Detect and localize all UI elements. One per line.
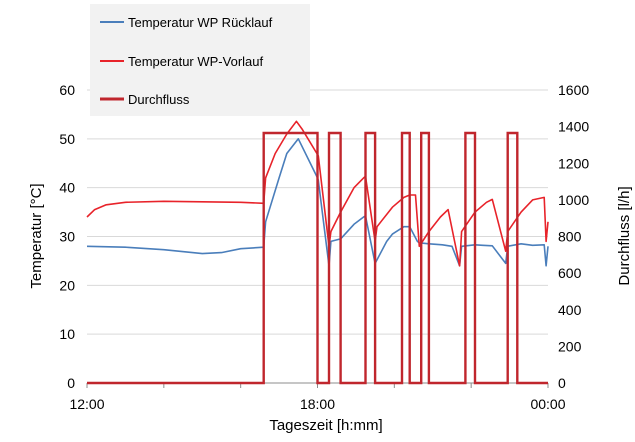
y2-tick-label: 1200 [558, 155, 589, 171]
series-durchfluss-line [87, 131, 548, 385]
y2-tick-label: 1400 [558, 119, 589, 135]
y-tick-label: 40 [59, 180, 75, 196]
y-tick-label: 50 [59, 131, 75, 147]
y-tick-label: 10 [59, 326, 75, 342]
y2-tick-label: 400 [558, 302, 582, 318]
x-axis-title: Tageszeit [h:mm] [269, 417, 382, 434]
series-ruecklauf-line [86, 138, 549, 267]
y2-tick-label: 1600 [558, 82, 589, 98]
series [86, 120, 549, 385]
y2-tick-label: 600 [558, 265, 582, 281]
legend: Temperatur WP Rücklauf Temperatur WP-Vor… [90, 4, 310, 116]
y2-tick-label: 1000 [558, 192, 589, 208]
x-tick-label: 18:00 [300, 396, 335, 412]
legend-box [90, 4, 310, 116]
y2-tick-label: 800 [558, 229, 582, 245]
y2-axis-title: Durchfluss [l/h] [616, 186, 633, 285]
legend-label-vorlauf: Temperatur WP-Vorlauf [128, 54, 263, 69]
y2-tick-label: 200 [558, 338, 582, 354]
y-tick-label: 60 [59, 82, 75, 98]
legend-label-ruecklauf: Temperatur WP Rücklauf [128, 15, 273, 30]
y-tick-label: 0 [67, 375, 75, 391]
x-tick-label: 00:00 [530, 396, 565, 412]
legend-label-durchfluss: Durchfluss [128, 92, 190, 107]
axes: 0102030405060020040060080010001200140016… [59, 82, 589, 412]
y-tick-label: 20 [59, 277, 75, 293]
y-tick-label: 30 [59, 229, 75, 245]
y2-tick-label: 0 [558, 375, 566, 391]
y-axis-title: Temperatur [°C] [28, 183, 45, 288]
x-tick-label: 12:00 [69, 396, 104, 412]
